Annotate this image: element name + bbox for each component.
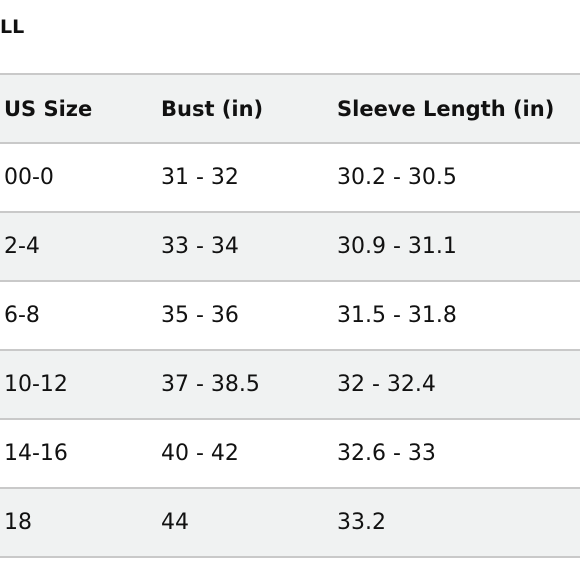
size-table: US Size Bust (in) Sleeve Length (in) 00-0 3… [0, 73, 580, 558]
table-row: 00-0 31 - 32 30.2 - 30.5 [0, 142, 580, 212]
table-cell: 30.2 - 30.5 [333, 142, 580, 212]
table-cell: 31.5 - 31.8 [333, 280, 580, 350]
column-header: US Size [0, 73, 157, 143]
table-row: 10-12 37 - 38.5 32 - 32.4 [0, 349, 580, 419]
table-cell: 40 - 42 [157, 418, 333, 488]
table-cell: 31 - 32 [157, 142, 333, 212]
table-row: 2-4 33 - 34 30.9 - 31.1 [0, 211, 580, 281]
column-header: Bust (in) [157, 73, 333, 143]
table-cell: 37 - 38.5 [157, 349, 333, 419]
table-cell: 33 - 34 [157, 211, 333, 281]
table-cell: 2-4 [0, 211, 157, 281]
title: LL [0, 16, 25, 38]
table-cell: 14-16 [0, 418, 157, 488]
table-cell: 32.6 - 33 [333, 418, 580, 488]
table-row: 18 44 33.2 [0, 487, 580, 558]
column-header: Sleeve Length (in) [333, 73, 580, 143]
table-cell: 6-8 [0, 280, 157, 350]
table-cell: 18 [0, 487, 157, 558]
table-cell: 10-12 [0, 349, 157, 419]
table-row: 14-16 40 - 42 32.6 - 33 [0, 418, 580, 488]
table-cell: 33.2 [333, 487, 580, 558]
header-row: US Size Bust (in) Sleeve Length (in) [0, 73, 580, 143]
table-cell: 00-0 [0, 142, 157, 212]
table-cell: 32 - 32.4 [333, 349, 580, 419]
table-cell: 30.9 - 31.1 [333, 211, 580, 281]
table-cell: 44 [157, 487, 333, 558]
table-row: 6-8 35 - 36 31.5 - 31.8 [0, 280, 580, 350]
table-cell: 35 - 36 [157, 280, 333, 350]
